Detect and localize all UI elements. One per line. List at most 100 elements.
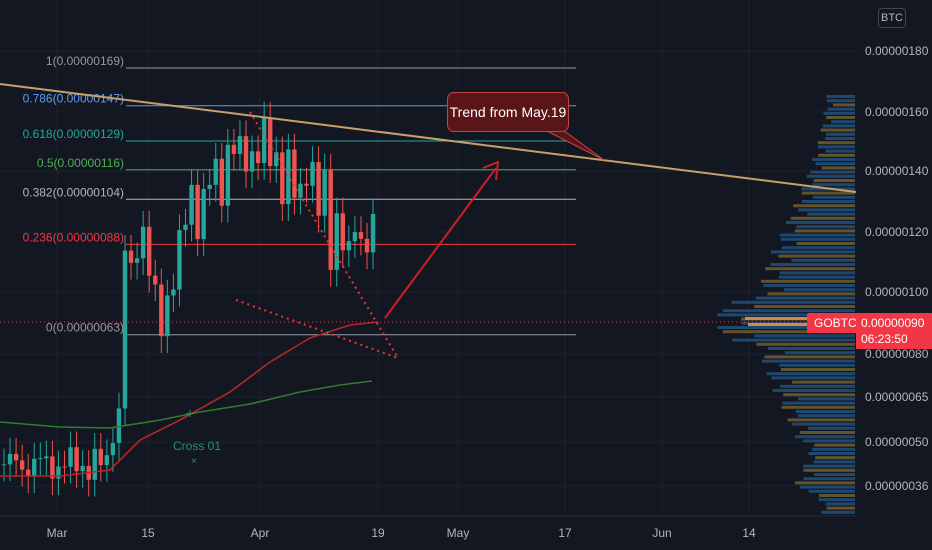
fib-level-label: 0.236(0.00000088)	[23, 230, 124, 244]
volume-profile-bar	[778, 254, 855, 258]
candle-body	[74, 447, 79, 472]
candle-body	[249, 151, 255, 172]
time-tick-label: Jun	[652, 526, 671, 540]
volume-profile-bar	[792, 422, 855, 426]
candle-body	[68, 447, 73, 467]
volume-profile-bar	[794, 481, 855, 485]
candle-body	[38, 458, 43, 460]
volume-profile-bar	[793, 204, 855, 208]
price-tick-label: 0.00000100	[865, 285, 929, 299]
projection-arrow	[384, 167, 497, 319]
volume-profile-bar	[807, 212, 855, 216]
volume-profile-bar	[779, 363, 855, 367]
fib-level-label: 0.5(0.00000116)	[37, 156, 124, 170]
volume-profile-bar	[798, 208, 855, 212]
candle-body	[310, 162, 315, 186]
volume-profile-bar	[731, 300, 855, 304]
candle-body	[189, 184, 194, 225]
moving-average-slow	[0, 380, 373, 429]
candle-body	[201, 188, 206, 240]
candle-body	[92, 448, 97, 480]
volume-profile-bar	[780, 384, 855, 388]
volume-profile-bar	[820, 128, 855, 132]
volume-profile-bar	[764, 355, 855, 359]
cross-label: Cross 01	[173, 439, 222, 453]
volume-profile-bar	[803, 464, 855, 468]
volume-profile-bar	[798, 397, 855, 401]
volume-profile-bar	[818, 498, 855, 502]
volume-profile-bar	[767, 292, 855, 296]
candle-body	[298, 183, 303, 198]
price-axis: 0.00000180 0.00000160 0.00000140 0.00000120…	[865, 44, 929, 493]
volume-profile-bar	[832, 103, 855, 107]
volume-profile-bar	[766, 372, 855, 376]
volume-profile-bar	[790, 216, 855, 220]
volume-profile-bar	[782, 246, 855, 250]
candle-body	[286, 149, 291, 205]
volume-profile-bar	[803, 477, 855, 481]
volume-profile-bar	[794, 435, 855, 439]
candle-body	[231, 144, 237, 154]
candle-body	[364, 238, 370, 253]
candle-body	[134, 258, 140, 263]
projection-arrowhead	[482, 160, 500, 181]
volume-profile-bar	[787, 418, 855, 422]
volume-profile-bar	[818, 153, 855, 157]
time-tick-label: 14	[742, 526, 756, 540]
candle-body	[280, 152, 285, 205]
volume-profile-bar	[801, 200, 855, 203]
candle-body	[274, 152, 279, 167]
volume-profile-bar	[763, 284, 855, 287]
volume-profile-bar	[826, 116, 855, 119]
volume-profile-bar	[827, 107, 855, 111]
currency-button[interactable]: BTC	[878, 8, 906, 28]
volume-profile-bar	[812, 195, 855, 199]
chart-grid	[0, 0, 856, 516]
volume-profile-bar	[765, 267, 855, 271]
volume-profile-bar	[826, 95, 855, 98]
candle-body	[292, 149, 297, 198]
candle-body	[7, 453, 13, 465]
volume-profile-bar	[783, 393, 855, 397]
volume-profile-bar	[755, 296, 855, 300]
volume-profile-bar	[812, 158, 855, 161]
long-trend-line	[0, 83, 857, 193]
volume-profile-bar	[780, 237, 855, 241]
candle-body	[104, 455, 110, 466]
price-tick-label: 0.00000065	[865, 390, 929, 404]
candle-body	[177, 230, 182, 290]
chart-overlays: +	[0, 83, 857, 477]
volume-profile-bar	[717, 313, 855, 317]
volume-profile-bar	[815, 162, 855, 166]
time-tick-label: 19	[371, 526, 385, 540]
volume-profile-bar	[801, 191, 855, 195]
fibonacci-retracement: 1(0.00000169) 0.786(0.00000147) 0.618(0.00…	[23, 54, 576, 336]
time-tick-label: 15	[141, 526, 155, 540]
volume-profile-bar	[767, 347, 855, 350]
volume-profile-bar	[797, 414, 855, 418]
last-price-value: 0.00000090	[861, 316, 925, 330]
candle-body	[352, 232, 358, 242]
volume-profile-bar	[785, 221, 855, 224]
candle-body	[1, 464, 7, 466]
candlestick-series	[1, 101, 376, 497]
last-price-box: 0.00000090 06:23:50	[856, 313, 932, 349]
candle-body	[13, 453, 19, 461]
volume-profile-bar	[796, 242, 855, 245]
volume-profile-poc	[745, 317, 856, 320]
volume-profile-bar	[783, 288, 855, 292]
volume-profile-bar	[813, 473, 855, 476]
candle-body	[213, 158, 218, 185]
volume-profile-bar	[803, 468, 855, 472]
volume-profile-bar	[808, 452, 855, 455]
time-tick-label: Apr	[251, 526, 270, 540]
volume-profile-bar	[761, 279, 855, 283]
candle-body	[62, 466, 67, 468]
volume-profile-bar	[771, 376, 855, 380]
candle-body	[153, 275, 158, 285]
candle-body	[340, 213, 345, 251]
candle-body	[304, 183, 309, 186]
candle-body	[370, 213, 376, 253]
candle-body	[56, 466, 61, 479]
